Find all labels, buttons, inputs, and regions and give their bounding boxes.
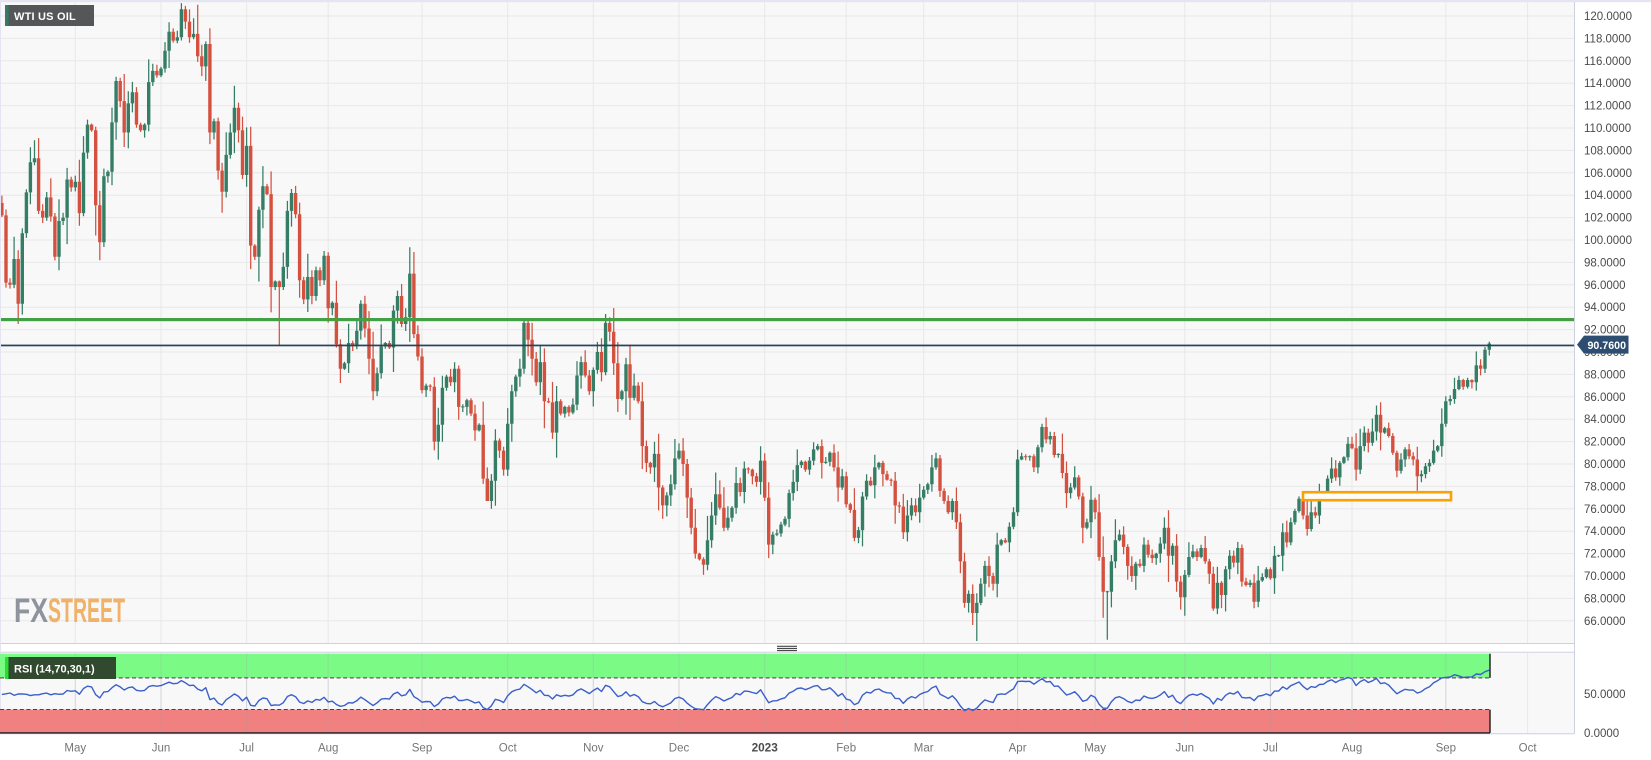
svg-text:50.0000: 50.0000 [1584, 689, 1626, 701]
svg-text:98.0000: 98.0000 [1584, 257, 1626, 269]
svg-text:82.0000: 82.0000 [1584, 437, 1626, 449]
svg-text:Sep: Sep [1436, 743, 1456, 755]
svg-text:100.0000: 100.0000 [1584, 235, 1632, 247]
svg-text:2023: 2023 [752, 741, 779, 755]
svg-text:Jul: Jul [239, 743, 254, 755]
svg-text:Feb: Feb [836, 743, 856, 755]
svg-text:Jun: Jun [1176, 743, 1195, 755]
svg-text:70.0000: 70.0000 [1584, 571, 1626, 583]
svg-text:Dec: Dec [669, 743, 690, 755]
svg-text:Mar: Mar [914, 743, 934, 755]
svg-text:WTI US OIL: WTI US OIL [14, 11, 76, 23]
svg-text:94.0000: 94.0000 [1584, 302, 1626, 314]
svg-text:106.0000: 106.0000 [1584, 168, 1632, 180]
svg-text:66.0000: 66.0000 [1584, 616, 1626, 628]
svg-text:Aug: Aug [318, 743, 338, 755]
svg-text:96.0000: 96.0000 [1584, 280, 1626, 292]
svg-text:0.0000: 0.0000 [1584, 728, 1619, 740]
svg-text:Sep: Sep [412, 743, 432, 755]
svg-text:112.0000: 112.0000 [1584, 101, 1631, 113]
svg-text:72.0000: 72.0000 [1584, 549, 1626, 561]
svg-text:102.0000: 102.0000 [1584, 213, 1632, 225]
svg-text:92.0000: 92.0000 [1584, 325, 1626, 337]
svg-text:Oct: Oct [499, 743, 518, 755]
svg-text:RSI (14,70,30,1): RSI (14,70,30,1) [14, 663, 95, 675]
svg-text:STREET: STREET [48, 592, 125, 630]
svg-text:May: May [1084, 743, 1106, 755]
svg-text:104.0000: 104.0000 [1584, 190, 1632, 202]
svg-text:Apr: Apr [1009, 743, 1027, 755]
svg-text:78.0000: 78.0000 [1584, 481, 1626, 493]
svg-text:108.0000: 108.0000 [1584, 145, 1632, 157]
svg-text:110.0000: 110.0000 [1584, 123, 1631, 135]
svg-text:90.7600: 90.7600 [1588, 340, 1627, 352]
svg-text:Nov: Nov [583, 743, 604, 755]
svg-text:114.0000: 114.0000 [1584, 78, 1631, 90]
svg-text:May: May [64, 743, 86, 755]
svg-text:Aug: Aug [1342, 743, 1362, 755]
svg-text:120.0000: 120.0000 [1584, 11, 1632, 23]
svg-text:76.0000: 76.0000 [1584, 504, 1626, 516]
svg-text:116.0000: 116.0000 [1584, 56, 1631, 68]
svg-text:Oct: Oct [1519, 743, 1538, 755]
svg-text:Jun: Jun [152, 743, 171, 755]
svg-text:84.0000: 84.0000 [1584, 414, 1626, 426]
svg-text:80.0000: 80.0000 [1584, 459, 1626, 471]
svg-text:FX: FX [14, 592, 48, 630]
svg-text:68.0000: 68.0000 [1584, 593, 1626, 605]
svg-text:74.0000: 74.0000 [1584, 526, 1626, 538]
svg-text:86.0000: 86.0000 [1584, 392, 1626, 404]
svg-text:Jul: Jul [1263, 743, 1278, 755]
svg-text:88.0000: 88.0000 [1584, 369, 1626, 381]
svg-text:118.0000: 118.0000 [1584, 33, 1631, 45]
